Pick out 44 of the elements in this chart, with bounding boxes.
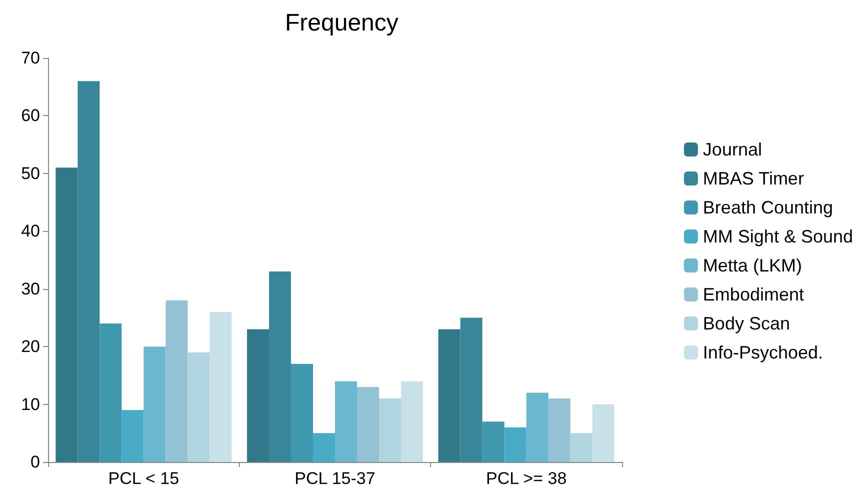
legend-label: Journal (702, 140, 762, 160)
y-tick-label: 60 (21, 106, 40, 126)
legend-label: Body Scan (702, 314, 790, 334)
bar (100, 323, 122, 462)
y-tick-label: 20 (21, 337, 40, 356)
bar (548, 398, 570, 462)
y-tick-label: 50 (21, 164, 40, 183)
bar (122, 410, 144, 462)
bar (268, 272, 291, 462)
chart-title: Frequency (285, 10, 398, 36)
bar (460, 318, 482, 462)
y-tick-label: 30 (21, 279, 40, 298)
bar (401, 381, 424, 462)
bar (166, 300, 188, 462)
x-tick-label: PCL 15-37 (294, 469, 376, 488)
bar (438, 329, 460, 462)
y-tick-label: 10 (21, 394, 40, 414)
bar (504, 427, 526, 462)
bar (312, 433, 335, 462)
x-tick-label: PCL >= 38 (486, 469, 567, 488)
bar (482, 422, 504, 462)
bar (56, 168, 78, 462)
y-tick-label: 40 (21, 222, 40, 241)
y-tick-label: 70 (21, 48, 40, 68)
bar (357, 386, 380, 462)
bar (290, 364, 313, 462)
x-tick-label: PCL < 15 (108, 469, 180, 488)
bar (188, 352, 210, 462)
bar (592, 404, 614, 462)
bar (246, 329, 269, 462)
bar (570, 433, 592, 462)
bar (335, 381, 358, 462)
legend-label: Breath Counting (702, 198, 834, 218)
legend-label: Info-Psychoed. (702, 342, 824, 362)
bar (210, 312, 232, 462)
bar (78, 81, 100, 462)
bar (144, 346, 166, 462)
legend-label: Embodiment (702, 284, 804, 304)
y-tick-label: 0 (30, 452, 40, 472)
bar (379, 398, 402, 462)
legend-label: MBAS Timer (702, 168, 804, 188)
bar (526, 392, 548, 462)
legend-label: Metta (LKM) (702, 256, 802, 276)
legend-label: MM Sight & Sound (702, 226, 854, 246)
